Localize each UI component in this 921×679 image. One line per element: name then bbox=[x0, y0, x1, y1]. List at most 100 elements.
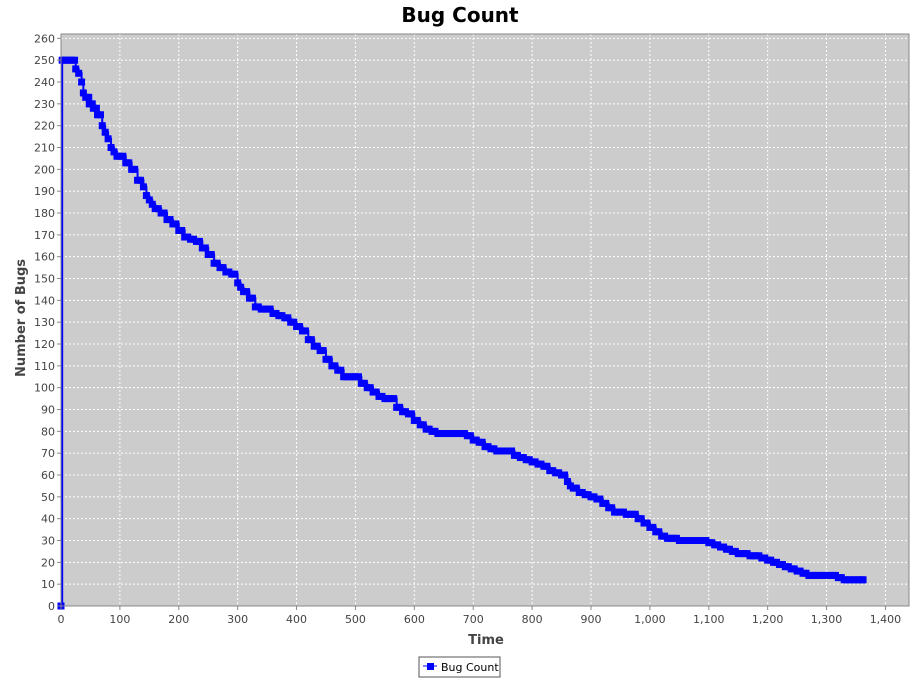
data-point bbox=[104, 135, 112, 143]
y-tick-label: 160 bbox=[34, 251, 55, 264]
y-tick-label: 230 bbox=[34, 98, 55, 111]
x-tick-label: 1,200 bbox=[752, 613, 784, 626]
y-tick-label: 80 bbox=[41, 425, 55, 438]
data-point bbox=[234, 279, 242, 287]
data-point bbox=[325, 355, 333, 363]
data-point bbox=[154, 205, 162, 213]
data-point bbox=[92, 104, 100, 112]
data-point bbox=[466, 432, 474, 440]
data-point bbox=[407, 410, 415, 418]
data-point bbox=[166, 216, 174, 224]
y-tick-label: 200 bbox=[34, 163, 55, 176]
data-point bbox=[508, 447, 516, 455]
data-point bbox=[296, 323, 304, 331]
data-point bbox=[110, 148, 118, 156]
data-point bbox=[266, 305, 274, 313]
data-point bbox=[655, 528, 663, 536]
data-point bbox=[307, 336, 315, 344]
data-point bbox=[366, 384, 374, 392]
data-point bbox=[372, 388, 380, 396]
data-point bbox=[390, 395, 398, 403]
data-point bbox=[643, 519, 651, 527]
y-tick-label: 20 bbox=[41, 556, 55, 569]
x-tick-label: 0 bbox=[58, 613, 65, 626]
data-point bbox=[354, 373, 362, 381]
data-point bbox=[572, 484, 580, 492]
y-tick-label: 140 bbox=[34, 294, 55, 307]
data-point bbox=[98, 122, 106, 130]
data-point bbox=[85, 93, 93, 101]
x-tick-label: 700 bbox=[463, 613, 484, 626]
x-tick-label: 1,400 bbox=[870, 613, 902, 626]
legend: Bug Count bbox=[418, 656, 501, 678]
data-point bbox=[337, 366, 345, 374]
data-point bbox=[139, 183, 147, 191]
data-point bbox=[596, 495, 604, 503]
data-point bbox=[195, 237, 203, 245]
data-point bbox=[543, 462, 551, 470]
data-point bbox=[219, 264, 227, 272]
legend-label: Bug Count bbox=[441, 661, 499, 674]
y-tick-label: 10 bbox=[41, 578, 55, 591]
data-point bbox=[396, 403, 404, 411]
data-point bbox=[248, 294, 256, 302]
plot-background bbox=[61, 34, 909, 606]
y-tick-label: 130 bbox=[34, 316, 55, 329]
y-tick-label: 50 bbox=[41, 491, 55, 504]
x-tick-label: 600 bbox=[404, 613, 425, 626]
x-tick-label: 300 bbox=[227, 613, 248, 626]
chart-title: Bug Count bbox=[401, 3, 519, 27]
x-tick-label: 1,300 bbox=[811, 613, 843, 626]
data-point bbox=[137, 176, 145, 184]
data-point bbox=[301, 327, 309, 335]
data-point bbox=[602, 499, 610, 507]
legend-box bbox=[418, 656, 501, 678]
data-point bbox=[637, 515, 645, 523]
y-tick-label: 120 bbox=[34, 338, 55, 351]
data-point bbox=[631, 510, 639, 518]
data-point bbox=[237, 283, 245, 291]
data-point bbox=[290, 318, 298, 326]
x-tick-label: 500 bbox=[345, 613, 366, 626]
y-tick-label: 210 bbox=[34, 142, 55, 155]
data-point bbox=[172, 220, 180, 228]
y-tick-label: 40 bbox=[41, 513, 55, 526]
y-axis-label: Number of Bugs bbox=[14, 259, 29, 377]
data-point bbox=[478, 438, 486, 446]
x-tick-label: 1,100 bbox=[693, 613, 725, 626]
series-layer bbox=[57, 56, 867, 610]
data-point bbox=[413, 416, 421, 424]
data-point bbox=[561, 471, 569, 479]
y-tick-label: 0 bbox=[48, 600, 55, 613]
y-tick-label: 250 bbox=[34, 54, 55, 67]
data-point bbox=[78, 78, 86, 86]
data-point bbox=[145, 196, 153, 204]
y-tick-label: 90 bbox=[41, 404, 55, 417]
data-point bbox=[319, 347, 327, 355]
y-tick-label: 60 bbox=[41, 469, 55, 482]
data-point bbox=[231, 270, 239, 278]
data-point bbox=[107, 144, 115, 152]
y-tick-label: 190 bbox=[34, 185, 55, 198]
data-point bbox=[331, 362, 339, 370]
y-tick-label: 170 bbox=[34, 229, 55, 242]
data-point bbox=[360, 379, 368, 387]
data-point bbox=[79, 89, 87, 97]
data-point bbox=[207, 251, 215, 259]
y-tick-label: 240 bbox=[34, 76, 55, 89]
data-point bbox=[563, 478, 571, 486]
data-point bbox=[148, 200, 156, 208]
y-tick-label: 220 bbox=[34, 120, 55, 133]
data-point bbox=[178, 226, 186, 234]
data-point bbox=[97, 111, 105, 119]
grid bbox=[61, 34, 909, 606]
data-point bbox=[119, 152, 127, 160]
y-tick-label: 260 bbox=[34, 32, 55, 45]
y-tick-label: 150 bbox=[34, 273, 55, 286]
y-tick-label: 70 bbox=[41, 447, 55, 460]
x-tick-label: 200 bbox=[168, 613, 189, 626]
y-tick-label: 30 bbox=[41, 535, 55, 548]
data-point bbox=[608, 504, 616, 512]
y-tick-label: 110 bbox=[34, 360, 55, 373]
